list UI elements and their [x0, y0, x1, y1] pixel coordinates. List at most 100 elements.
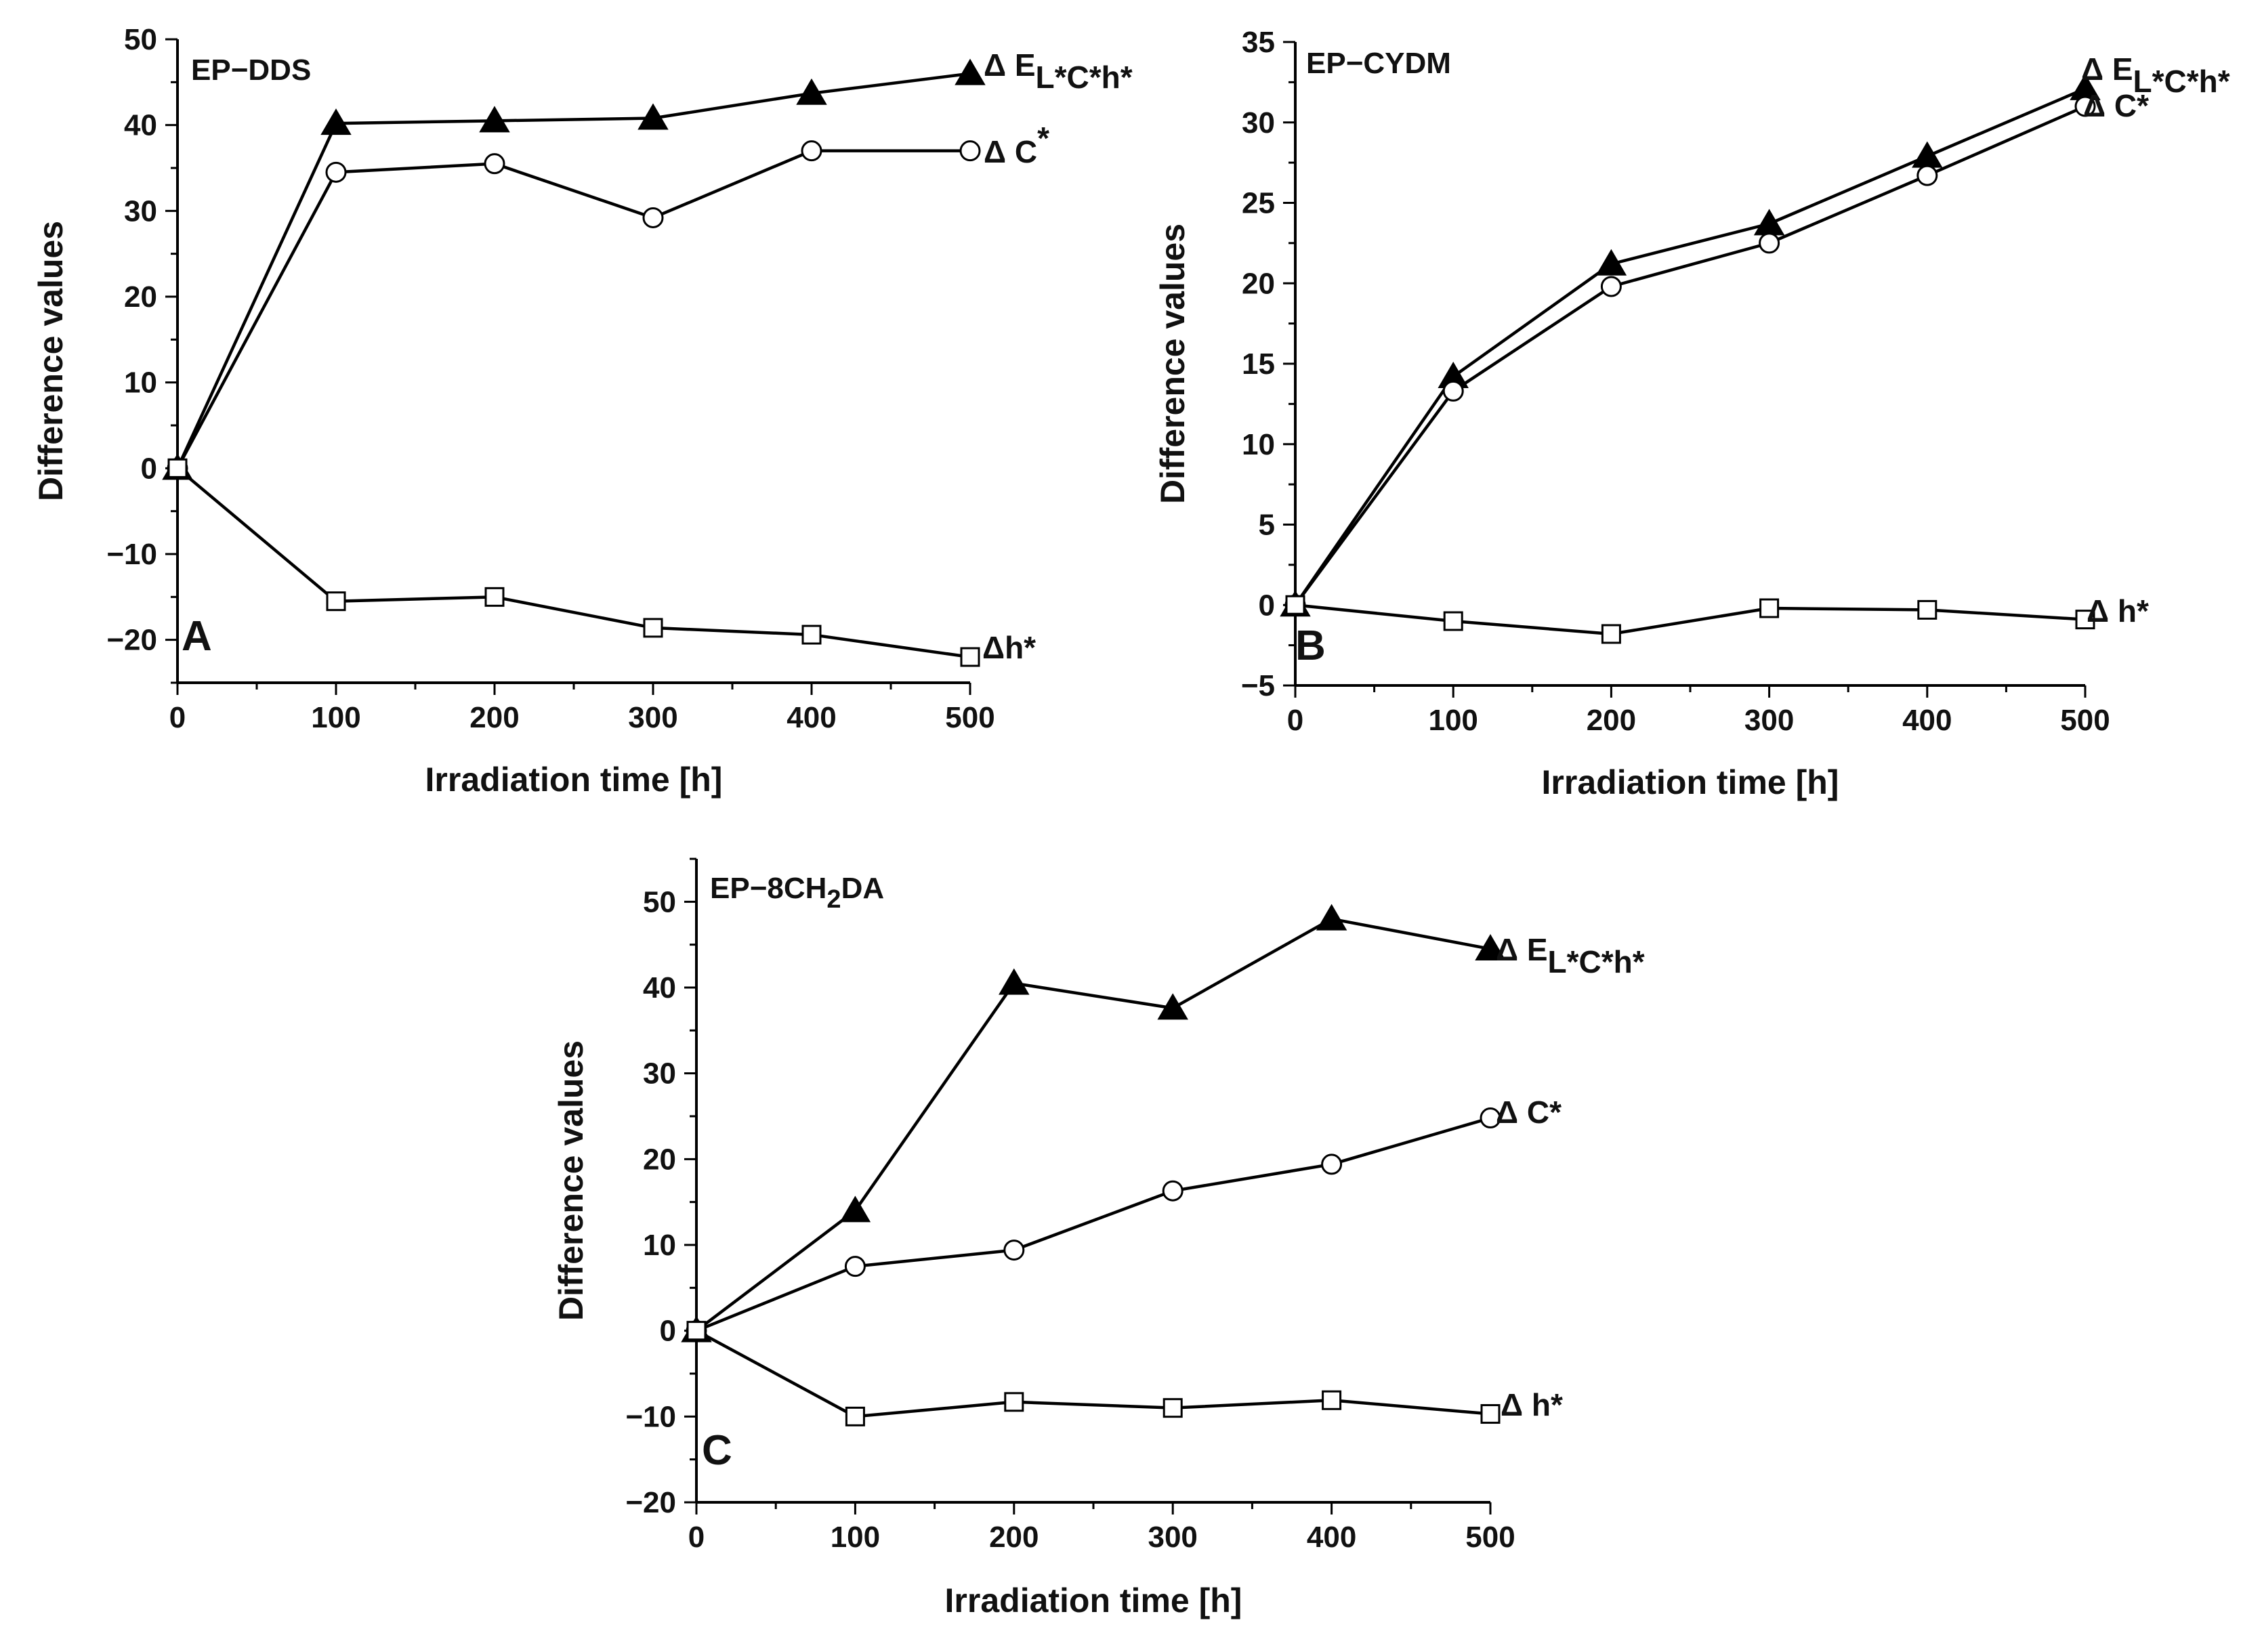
series-1-point	[1480, 1107, 1501, 1129]
x-tick-label: 400	[1902, 704, 1952, 737]
series-1-point	[844, 1256, 866, 1277]
series-1-point	[959, 140, 981, 162]
series-label-superscript: *	[1037, 121, 1049, 156]
panel-letter: C	[702, 1427, 732, 1474]
y-tick-label: 40	[124, 109, 157, 142]
x-tick-label: 500	[1465, 1521, 1515, 1554]
series-0-point	[1595, 249, 1627, 276]
series-label-2: Δ h*	[1501, 1387, 1563, 1422]
series-label-subscript: L*C*h*	[1036, 60, 1133, 95]
series-line-2	[695, 1329, 1491, 1418]
x-tick-label: 100	[1428, 704, 1478, 737]
series-1-point	[2074, 96, 2096, 117]
series-label-1: Δ C*	[2083, 88, 2149, 123]
y-tick-label: −10	[625, 1400, 676, 1433]
y-tick-label: 50	[124, 23, 157, 56]
y-tick-label: 35	[1242, 26, 1275, 59]
panel-title-text: EP−8CH	[710, 872, 826, 905]
series-0-point	[1475, 934, 1506, 960]
series-label-main: Δ C*	[2083, 88, 2149, 123]
y-axis-title: Difference values	[1154, 224, 1192, 504]
series-label-main: Δh*	[982, 630, 1036, 665]
y-tick-label: 20	[1242, 267, 1275, 300]
chart-panel-a: 0 100 200 300 400 500 −20 −10 0 10 20 30 40 50 Irradia…	[32, 23, 1133, 799]
series-label-main: Δ E	[984, 47, 1036, 83]
series-label-0: Δ EL*C*h*	[1496, 932, 1645, 979]
series-label-main: Δ h*	[1501, 1387, 1563, 1422]
series-0-point	[1316, 904, 1347, 931]
series-2-point	[1480, 1404, 1501, 1424]
series-2-point	[801, 624, 822, 645]
x-tick-label: 0	[688, 1521, 705, 1554]
panel-title: EP−CYDM	[1306, 47, 1451, 80]
series-2-point	[1163, 1398, 1183, 1418]
series-0-point	[999, 968, 1030, 995]
y-tick-label: 15	[1242, 347, 1275, 381]
series-1-point	[325, 161, 347, 183]
series-0-point	[839, 1195, 871, 1223]
series-1-point	[1442, 380, 1464, 402]
series-2-point	[643, 618, 663, 638]
y-tick-label: 30	[643, 1057, 676, 1090]
x-tick-label: 0	[169, 701, 186, 734]
series-label-2: Δh*	[982, 630, 1036, 665]
series-line-2	[176, 467, 971, 659]
y-tick-label: 30	[124, 194, 157, 228]
y-tick-label: 50	[643, 885, 676, 918]
panel-title: EP−8CH2DA	[710, 872, 884, 914]
x-tick-label: 200	[989, 1521, 1039, 1554]
series-label-0: Δ EL*C*h*	[984, 47, 1133, 95]
series-label-main: Δ h*	[2087, 593, 2149, 629]
y-axis-title: Difference values	[32, 221, 70, 501]
series-label-1: Δ C*	[1496, 1095, 1562, 1130]
series-2-point	[1285, 595, 1305, 615]
y-tick-label: 40	[643, 971, 676, 1004]
y-tick-label: 10	[124, 366, 157, 400]
panel-letter: A	[182, 613, 212, 660]
x-axis-title: Irradiation time [h]	[945, 1582, 1242, 1619]
series-1-point	[484, 153, 505, 175]
y-tick-label: 0	[1259, 589, 1275, 622]
series-label-1: Δ C*	[984, 121, 1049, 169]
y-axis-title: Difference values	[552, 1040, 590, 1321]
series-0-point	[479, 106, 510, 133]
panel-title-text: EP−DDS	[191, 54, 311, 87]
x-tick-label: 300	[1148, 1521, 1197, 1554]
series-0-point	[637, 103, 669, 130]
panel-letter: B	[1295, 622, 1326, 669]
y-tick-label: 0	[141, 452, 157, 485]
y-tick-label: −5	[1241, 669, 1275, 702]
series-1-point	[642, 207, 664, 228]
panel-title: EP−DDS	[191, 54, 311, 87]
x-axis-title: Irradiation time [h]	[1542, 763, 1839, 801]
series-label-subscript: L*C*h*	[1548, 944, 1645, 979]
y-tick-label: 0	[660, 1315, 676, 1348]
series-line-0	[1294, 87, 2086, 606]
series-1-point	[1003, 1240, 1025, 1261]
x-tick-label: 500	[2060, 704, 2110, 737]
x-tick-label: 0	[1287, 704, 1303, 737]
series-2-point	[1759, 598, 1780, 618]
series-1-point	[1162, 1180, 1184, 1202]
y-tick-label: 20	[124, 280, 157, 314]
x-tick-label: 400	[787, 701, 836, 734]
x-tick-label: 500	[945, 701, 994, 734]
series-2-point	[1601, 624, 1621, 644]
series-line-2	[1295, 603, 2086, 636]
series-label-main: Δ C	[984, 134, 1037, 169]
y-tick-label: 5	[1259, 509, 1275, 542]
series-2-point	[1917, 599, 1938, 620]
series-1-point	[1917, 165, 1938, 186]
x-tick-label: 400	[1307, 1521, 1356, 1554]
series-1-point	[1600, 276, 1622, 297]
y-tick-label: 10	[1242, 428, 1275, 461]
x-tick-label: 300	[628, 701, 677, 734]
series-line-1	[696, 1116, 1491, 1332]
x-tick-label: 300	[1744, 704, 1794, 737]
series-2-point	[1004, 1392, 1024, 1412]
y-tick-label: −20	[106, 624, 157, 657]
series-2-point	[1443, 611, 1463, 631]
chart-panel-c: 0 100 200 300 400 500 −20 −10 0 10 20 30 40 50 Irradia…	[552, 857, 1645, 1619]
